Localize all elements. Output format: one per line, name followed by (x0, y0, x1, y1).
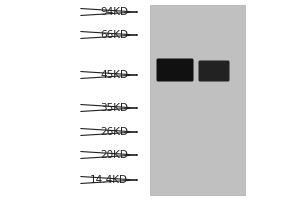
FancyBboxPatch shape (157, 58, 194, 82)
Text: 20KD: 20KD (100, 150, 128, 160)
FancyBboxPatch shape (199, 60, 230, 82)
Text: 35KD: 35KD (100, 103, 128, 113)
Text: 26KD: 26KD (100, 127, 128, 137)
Bar (150, 5, 245, 195)
Text: 14.4KD: 14.4KD (90, 175, 128, 185)
Text: 66KD: 66KD (100, 30, 128, 40)
Text: 94KD: 94KD (100, 7, 128, 17)
Text: 45KD: 45KD (100, 70, 128, 80)
